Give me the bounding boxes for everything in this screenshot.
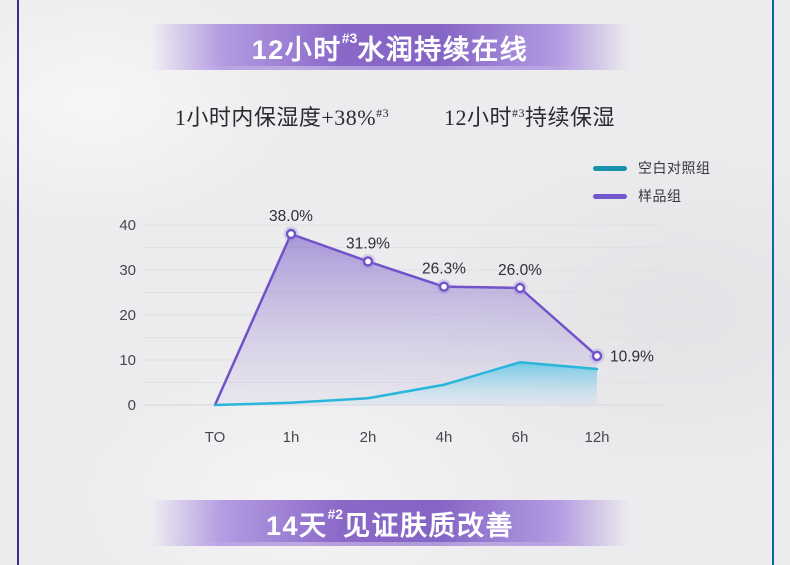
legend-swatch-control [593,165,627,171]
y-axis-tick-label: 30 [119,262,136,279]
data-point-marker [438,281,450,292]
top-banner-superscript: #3 [341,30,358,46]
legend-label-control: 空白对照组 [638,160,711,176]
legend-label-sample: 样品组 [638,188,682,204]
subheading-12h-superscript: #3 [512,106,525,120]
y-axis-tick-label: 0 [128,397,136,414]
data-point-label: 38.0% [269,208,313,225]
bottom-banner: 14天 #2 见证肤质改善 [150,500,630,546]
bottom-banner-superscript: #2 [327,506,344,522]
data-point-label: 31.9% [346,235,390,252]
legend-item-sample: 样品组 [593,187,711,205]
bottom-banner-text: 14天 [265,510,328,541]
data-point-marker [591,350,603,362]
data-point-marker [285,228,297,240]
chart-legend: 空白对照组 样品组 [593,159,711,205]
x-axis-tick-label: 1h [283,429,300,446]
legend-item-control: 空白对照组 [593,159,711,177]
top-banner-text-suffix: 水润持续在线 [357,34,529,65]
top-banner-text: 12小时 [251,34,342,65]
top-banner: 12小时 #3 水润持续在线 [150,24,630,70]
x-axis-tick-label: TO [205,429,226,446]
y-axis-tick-label: 40 [119,217,136,234]
subheading-12h-suffix: 持续保湿 [525,105,616,130]
data-point-marker [362,256,374,267]
x-axis-tick-label: 2h [360,429,377,446]
series-area-sample [215,234,597,405]
series-line-sample [213,232,599,407]
subheading-1h-moisture: 1小时内保湿度+38%#3 [148,102,416,134]
series-line-control [213,361,599,407]
legend-swatch-sample [593,193,627,199]
x-axis-tick-label: 4h [436,429,453,446]
subheading-1h-superscript: #3 [376,106,390,120]
y-axis-tick-label: 20 [119,307,136,324]
data-point-label: 10.9% [610,348,654,365]
subheading-12h-moisture: 12小时#3持续保湿 [422,102,637,134]
data-point-label: 26.0% [498,262,542,279]
data-point-marker [514,282,526,294]
y-axis-tick-label: 10 [119,352,136,369]
x-axis-tick-label: 12h [584,429,609,446]
right-accent-line [772,0,774,565]
bottom-banner-text-suffix: 见证肤质改善 [343,510,515,541]
subheading-12h-text: 12小时 [443,105,512,130]
series-area-control [215,362,597,405]
x-axis-tick-label: 6h [512,429,529,446]
subheading-1h-text: 1小时内保湿度+38% [174,105,377,130]
data-point-label: 26.3% [422,261,466,278]
left-accent-line [17,0,19,565]
